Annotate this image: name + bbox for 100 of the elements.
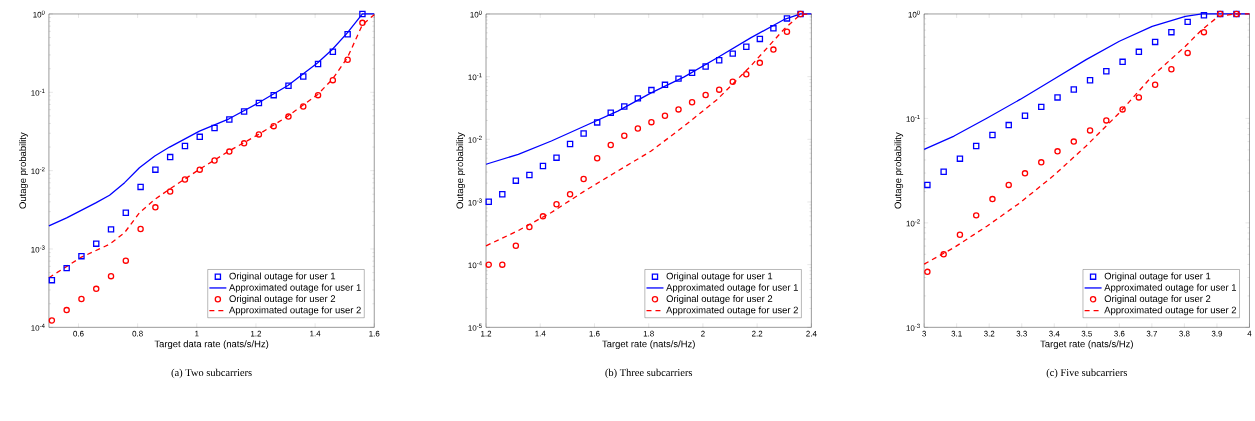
point: [226, 148, 233, 155]
point: [1038, 103, 1045, 111]
point: [1151, 81, 1159, 88]
x-axis-title: Target rate (nats/s/Hz): [1040, 340, 1133, 350]
line-series: [923, 13, 1251, 265]
point: [526, 223, 533, 231]
point: [211, 124, 218, 132]
point: [1119, 58, 1126, 66]
point: [344, 56, 351, 63]
point: [539, 213, 547, 220]
point: [940, 168, 947, 175]
point: [196, 133, 203, 141]
point: [783, 15, 791, 22]
point: [607, 141, 614, 149]
point: [485, 261, 492, 268]
point: [1200, 28, 1208, 36]
point: [675, 75, 682, 82]
point: [300, 103, 307, 110]
point: [715, 86, 723, 93]
point: [196, 166, 203, 173]
point: [972, 142, 980, 150]
point: [359, 19, 366, 27]
point: [1135, 94, 1143, 101]
point: [783, 28, 791, 35]
point: [688, 69, 696, 77]
point: [137, 183, 144, 191]
legend-label: Approximated outage for user 2: [1104, 306, 1237, 316]
point: [770, 25, 777, 32]
line-series: [48, 13, 375, 227]
point: [211, 157, 218, 164]
point: [255, 131, 263, 138]
point: [593, 119, 601, 126]
point: [107, 226, 115, 233]
x-axis-title: Target rate (nats/s/Hz): [602, 340, 695, 350]
point: [743, 70, 750, 78]
point: [1200, 12, 1208, 19]
legend-label: Original outage for user 1: [666, 272, 773, 282]
point: [270, 91, 277, 99]
point: [1103, 117, 1110, 124]
point: [770, 46, 777, 53]
legend-label: Original outage for user 1: [229, 272, 336, 282]
point: [255, 99, 263, 107]
point: [743, 43, 750, 50]
y-axis-title: Outage probability: [19, 132, 28, 209]
point: [1021, 112, 1029, 119]
point: [181, 142, 189, 150]
point: [314, 60, 322, 68]
x-axis-title: Target data rate (nats/s/Hz): [154, 340, 269, 350]
point: [512, 242, 520, 249]
point: [634, 95, 642, 102]
legend-label: Approximated outage for user 1: [1104, 283, 1237, 293]
legend-label: Approximated outage for user 2: [666, 306, 798, 316]
point: [1184, 18, 1191, 26]
legend-label: Approximated outage for user 1: [229, 283, 361, 293]
point: [702, 63, 709, 70]
point: [181, 176, 189, 183]
point: [553, 154, 560, 161]
point: [940, 251, 947, 258]
point: [526, 171, 533, 179]
point: [756, 59, 764, 67]
point: [512, 177, 520, 184]
point: [1119, 106, 1126, 113]
point: [634, 125, 642, 132]
point: [729, 78, 736, 85]
point: [48, 317, 56, 324]
point: [621, 103, 628, 110]
point: [989, 131, 996, 139]
point: [226, 116, 233, 123]
point: [48, 276, 56, 284]
line-series: [485, 13, 813, 165]
y-axis-title: Outage probability: [894, 132, 904, 209]
point: [240, 108, 248, 115]
point: [924, 181, 931, 189]
point: [1070, 138, 1078, 145]
text: (c) Five subcarriers: [1046, 368, 1128, 379]
point: [240, 140, 248, 147]
point: [1021, 170, 1029, 177]
point: [152, 166, 159, 173]
point: [270, 122, 277, 130]
point: [956, 155, 964, 162]
legend-label: Original outage for user 1: [1104, 272, 1211, 282]
point: [661, 81, 669, 89]
point: [344, 31, 351, 38]
point: [78, 295, 85, 303]
point: [92, 240, 100, 247]
point: [359, 10, 366, 18]
legend-label: Original outage for user 2: [1104, 295, 1211, 304]
legend-label: Approximated outage for user 2: [229, 306, 361, 316]
point: [1086, 127, 1094, 134]
point: [1086, 76, 1094, 84]
legend-label: Original outage for user 2: [229, 295, 336, 304]
point: [63, 306, 70, 314]
point: [499, 261, 506, 268]
point: [648, 86, 655, 94]
point: [122, 209, 130, 216]
point: [1103, 67, 1110, 75]
point: [553, 200, 560, 208]
legend-label: Approximated outage for user 1: [666, 283, 798, 293]
point: [621, 132, 628, 139]
point: [122, 257, 130, 264]
